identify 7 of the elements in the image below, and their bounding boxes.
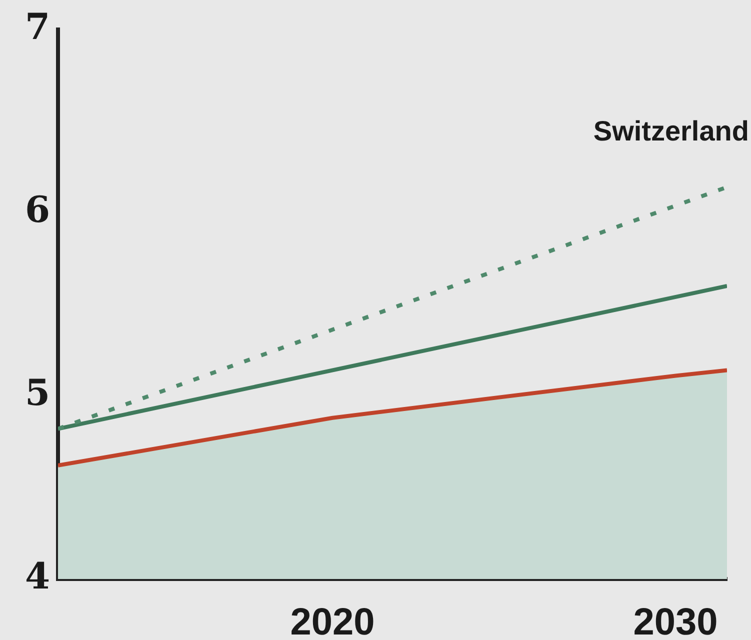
x-tick-label: 2020 [290, 601, 375, 640]
y-tick-label: 6 [24, 189, 50, 232]
x-tick-label: 2030 [633, 601, 718, 640]
annotation: Switzerland [593, 116, 749, 147]
y-tick-label: 7 [24, 6, 50, 48]
y-tick-label: 5 [24, 372, 50, 414]
y-tick-label: 4 [24, 555, 50, 598]
